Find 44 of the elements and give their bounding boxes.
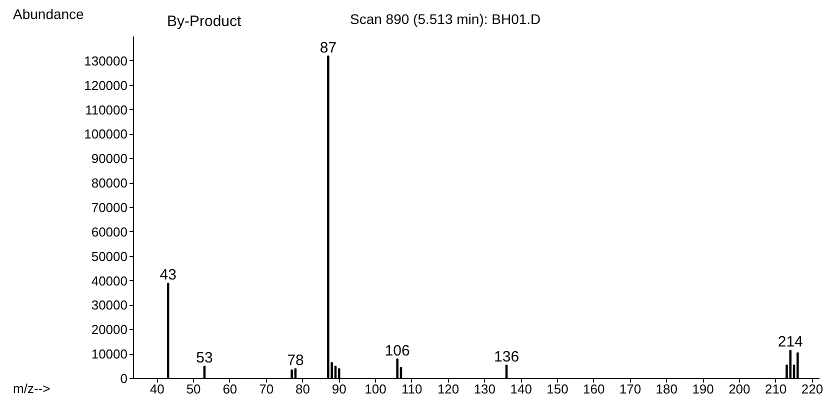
x-tick-label: 80 [295,382,310,396]
x-tick-label: 140 [510,382,532,396]
y-tick-label: 0 [120,371,128,386]
x-tick-label: 60 [222,382,238,396]
annotation: 214 [778,334,803,351]
y-tick-label: 10000 [91,346,128,362]
x-tick-label: 120 [437,382,460,396]
y-tick-label: 80000 [91,176,128,191]
x-axis-title: m/z--> [13,380,50,398]
chart-title: By-Product [167,12,242,32]
annotation: 106 [384,342,410,360]
y-tick-label: 50000 [91,248,128,264]
x-tick-label: 220 [801,382,824,396]
y-tick-label: 40000 [91,273,128,288]
x-tick-label: 180 [656,382,678,396]
annotation: 43 [160,266,176,284]
y-tick-label: 20000 [91,322,128,338]
x-tick-label: 90 [332,382,346,396]
y-tick-label: 120000 [84,78,128,93]
y-tick-label: 130000 [84,53,128,68]
x-tick-label: 130 [474,382,496,396]
x-tick-label: 170 [619,382,642,396]
annotation: 136 [494,348,520,366]
x-tick-label: 200 [728,382,750,396]
x-tick-label: 110 [402,382,422,396]
x-tick-label: 160 [583,382,605,396]
y-tick-label: 30000 [91,298,128,313]
y-tick-label: 100000 [84,126,128,142]
x-tick-label: 70 [259,382,274,396]
y-tick-label: 70000 [91,200,128,215]
y-tick-label: 90000 [91,151,128,166]
x-tick-label: 50 [186,382,201,396]
x-tick-label: 40 [150,382,164,396]
annotation: 87 [320,39,337,56]
annotation: 78 [287,352,304,370]
x-tick-label: 100 [364,382,386,396]
annotation: 53 [196,350,213,367]
x-tick-label: 150 [546,382,568,396]
y-tick-label: 60000 [91,224,128,240]
y-axis-title: Abundance [13,5,84,24]
x-tick-label: 190 [692,382,714,396]
y-tick-label: 110000 [85,102,128,118]
chart-subtitle: Scan 890 (5.513 min): BH01.D [350,10,541,29]
x-tick-label: 210 [764,382,787,396]
